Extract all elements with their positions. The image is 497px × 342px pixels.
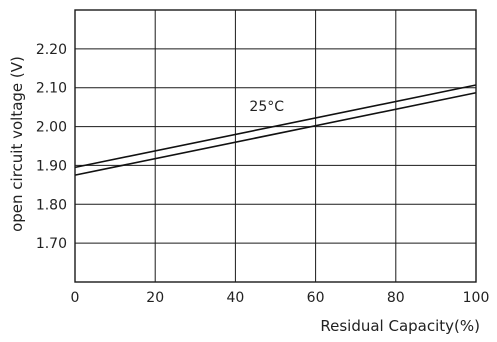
series-line-0 (74, 84, 477, 169)
y-tick-label: 2.10 (36, 81, 67, 97)
y-tick-label: 1.90 (36, 158, 67, 174)
x-tick-label: 60 (307, 290, 325, 306)
series-line-1 (74, 91, 477, 176)
y-axis-title: open circuit voltage (V) (8, 56, 26, 232)
grid-layer (75, 10, 476, 282)
series-layer (74, 84, 477, 176)
y-tick-label: 2.20 (36, 42, 67, 58)
x-tick-label: 40 (226, 290, 244, 306)
y-tick-label: 1.80 (36, 197, 67, 213)
plot-frame (74, 9, 477, 283)
temperature-annotation: 25°C (249, 99, 284, 115)
x-tick-label: 100 (463, 290, 490, 306)
y-tick-label: 2.00 (36, 120, 67, 136)
y-tick-label: 1.70 (36, 236, 67, 252)
frame-layer (74, 9, 477, 283)
x-tick-labels: 0 20 40 60 80 100 (71, 290, 490, 306)
x-tick-label: 20 (146, 290, 164, 306)
annotation-layer: 25°C (249, 99, 284, 115)
x-tick-label: 80 (387, 290, 405, 306)
x-axis-title: Residual Capacity(%) (320, 317, 480, 335)
x-tick-label: 0 (71, 290, 80, 306)
y-tick-labels: 1.70 1.80 1.90 2.00 2.10 2.20 (36, 42, 67, 252)
